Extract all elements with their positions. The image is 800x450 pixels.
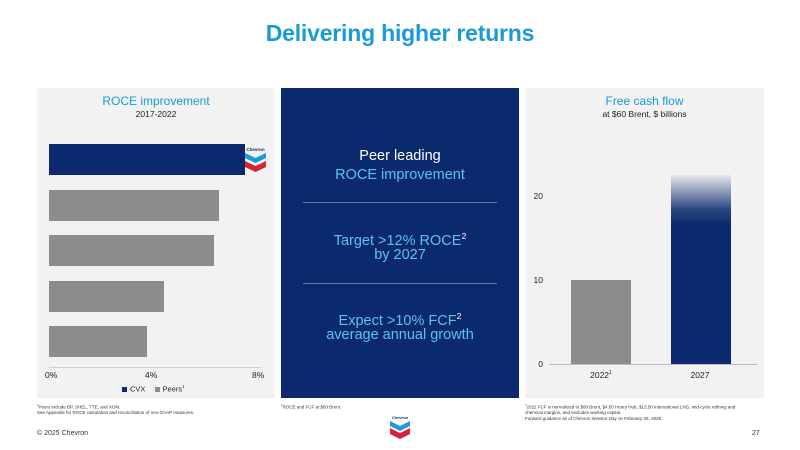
divider-2: [303, 283, 497, 284]
footnote-right-sup: 1: [525, 404, 527, 407]
highlight-2-line-2: by 2027: [374, 247, 426, 263]
fcf-xlabel-2022: 20221: [571, 370, 631, 380]
logo-wordmark: Chevron: [246, 147, 265, 152]
footnote-left: 1Peers include BP, SHEL, TTE, and XOM. S…: [37, 403, 194, 416]
roce-panel: ROCE improvement 2017-2022 Chevron 0% 4%…: [37, 88, 275, 398]
fcf-bar-2022: [571, 280, 631, 364]
roce-bar-peer: [49, 235, 214, 266]
footnote-right-text-1: 2022 FCF is normalized to $60 Brent, $4.…: [526, 404, 736, 410]
fcf-ytick-0: 0: [538, 359, 543, 369]
footnote-left-line-1: 1Peers include BP, SHEL, TTE, and XOM.: [37, 403, 194, 410]
legend-peers-sup: 1: [182, 384, 185, 389]
legend-label-cvx: CVX: [130, 384, 146, 394]
fcf-subtitle: at $60 Brent, $ billions: [602, 109, 687, 119]
footnote-left-sup: 1: [37, 404, 39, 407]
roce-legend: CVX Peers1: [122, 384, 185, 394]
fcf-xlabel-2027: 2027: [690, 370, 710, 380]
chevron-footer-logo-icon: Chevron: [390, 415, 410, 439]
roce-bar-peer: [49, 281, 164, 312]
fcf-panel: Free cash flow at $60 Brent, $ billions …: [525, 88, 764, 398]
roce-bar-peer: [49, 326, 147, 357]
footnote-right-line-3: Forward guidance as of Chevron Investor …: [525, 415, 663, 421]
roce-bar-peer: [49, 190, 219, 221]
legend-swatch-peers: [154, 387, 160, 393]
slide-title: Delivering higher returns: [265, 20, 535, 46]
highlight-3-sup: 2: [456, 311, 462, 321]
fcf-ytick-10: 10: [533, 275, 543, 285]
roce-bar-cvx: [49, 144, 245, 175]
roce-tick-0: 0%: [45, 370, 58, 380]
roce-subtitle: 2017-2022: [135, 109, 177, 119]
footnote-mid-text-1: ROCE and FCF at $60 Brent.: [282, 404, 342, 410]
fcf-title: Free cash flow: [605, 94, 684, 108]
footnote-right-line-1: 12022 FCF is normalized to $60 Brent, $4…: [525, 403, 735, 410]
roce-axis-line: [49, 367, 261, 368]
highlight-3-text: Expect >10% FCF: [338, 312, 457, 329]
footnote-right-line-2: chemical margins, and excludes working c…: [525, 410, 622, 415]
highlight-2-line-1: Target >12% ROCE2: [281, 227, 519, 251]
legend-swatch-cvx: [122, 387, 127, 393]
page-number: 27: [752, 430, 760, 437]
footnote-mid-line-1: 2ROCE and FCF at $60 Brent.: [281, 403, 341, 410]
highlights-panel: Peer leading ROCE improvement Target >12…: [281, 88, 519, 398]
highlight-3-line-2: average annual growth: [326, 327, 474, 343]
footnote-left-text-1: Peers include BP, SHEL, TTE, and XOM.: [38, 404, 121, 410]
chevron-logo-icon: Chevron: [244, 147, 267, 173]
roce-tick-4: 4%: [145, 370, 158, 380]
fcf-baseline: [549, 364, 757, 365]
fcf-xlabel-2022-text: 2022: [590, 370, 610, 380]
copyright: © 2025 Chevron: [37, 430, 89, 437]
highlight-1-line-1: Peer leading: [359, 148, 441, 164]
svg-text:Chevron: Chevron: [392, 415, 409, 420]
highlight-2-text: Target >12% ROCE: [333, 232, 462, 249]
footnote-mid-sup: 2: [281, 404, 283, 407]
roce-title: ROCE improvement: [102, 94, 210, 108]
legend-label-peers: Peers: [162, 384, 183, 394]
footnote-mid: 2ROCE and FCF at $60 Brent.: [281, 403, 341, 410]
roce-tick-8: 8%: [252, 370, 265, 380]
footnote-left-line-2: See Appendix for ROCE calculation and re…: [37, 410, 195, 415]
highlight-2-sup: 2: [461, 231, 467, 241]
chevron-hallmark-icon: [245, 153, 266, 172]
highlight-1-line-2: ROCE improvement: [335, 167, 465, 183]
highlight-3-line-1: Expect >10% FCF2: [281, 307, 519, 331]
divider-1: [303, 202, 497, 203]
fcf-ytick-20: 20: [533, 191, 543, 201]
footnote-right: 12022 FCF is normalized to $60 Brent, $4…: [525, 403, 735, 421]
fcf-xlabel-2022-sup: 1: [609, 370, 612, 377]
fcf-bar-2027: [671, 175, 731, 364]
